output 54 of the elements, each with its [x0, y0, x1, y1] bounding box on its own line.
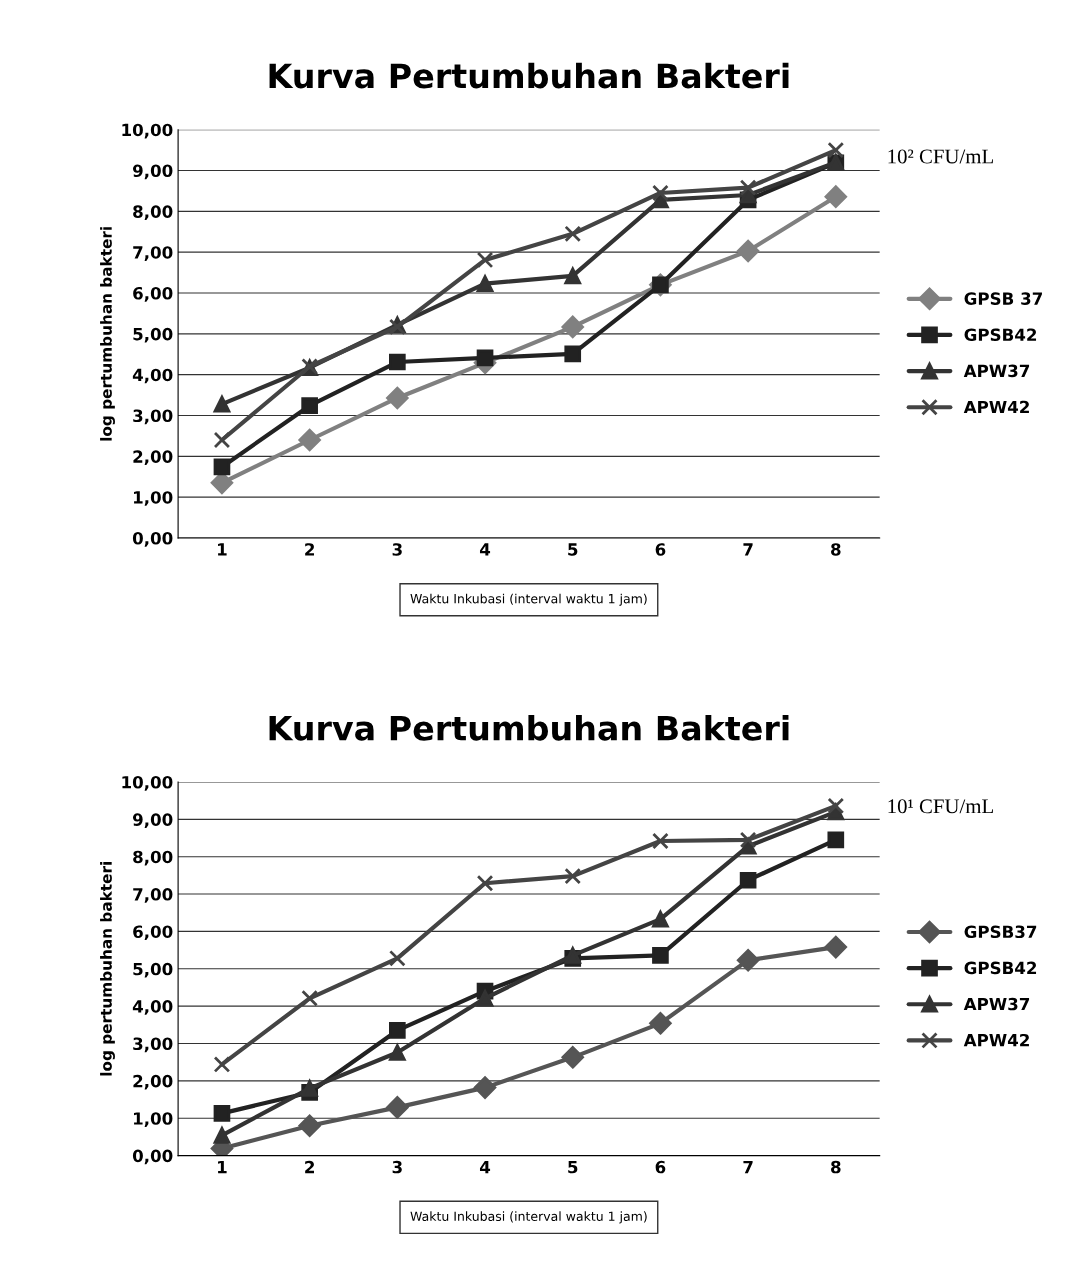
y-tick-label: 0,00 [132, 1149, 173, 1165]
legend-label: APW37 [963, 364, 1030, 378]
y-tick-label: 10,00 [122, 123, 173, 139]
x-axis-title: Waktu Inkubasi (interval waktu 1 jam) [410, 593, 647, 606]
y-tick-label: 3,00 [133, 409, 173, 425]
y-axis-title: log pertumbuhan bakteri [100, 862, 115, 1076]
y-tick-label: 9,00 [132, 813, 173, 829]
x-tick-label: 4 [479, 1160, 491, 1174]
y-tick-label: 5,00 [133, 962, 173, 978]
y-tick-label: 10,00 [122, 775, 173, 791]
y-tick-label: 9,00 [132, 164, 173, 180]
y-tick-label: 6,00 [133, 286, 173, 302]
x-tick-label: 8 [831, 543, 841, 556]
x-tick-label: 8 [831, 1160, 841, 1174]
chart-title: Kurva Pertumbuhan Bakteri [269, 714, 789, 741]
y-tick-label: 8,00 [133, 205, 173, 221]
legend-label: APW42 [963, 400, 1029, 414]
legend-label: GPSB 37 [964, 292, 1042, 305]
x-tick-label: 6 [655, 543, 666, 556]
legend-label: GPSB42 [964, 328, 1037, 342]
y-tick-label: 2,00 [133, 1074, 173, 1090]
x-tick-label: 1 [218, 1160, 227, 1174]
y-axis-title: log pertumbuhan bakteri [100, 227, 115, 441]
y-tick-label: 1,00 [134, 1112, 173, 1127]
x-tick-label: 2 [305, 1160, 314, 1174]
x-tick-label: 3 [392, 1160, 402, 1174]
chart-title: Kurva Pertumbuhan Bakteri [269, 62, 789, 89]
x-tick-label: 5 [568, 543, 578, 556]
y-tick-label: 3,00 [133, 1037, 173, 1053]
y-tick-label: 8,00 [133, 850, 173, 866]
x-axis-title: Waktu Inkubasi (interval waktu 1 jam) [410, 1211, 647, 1224]
y-tick-label: 4,00 [132, 368, 173, 384]
y-tick-label: 4,00 [132, 1000, 173, 1015]
x-tick-label: 2 [305, 543, 314, 556]
x-tick-label: 5 [568, 1160, 578, 1174]
legend-label: APW37 [963, 997, 1030, 1011]
x-tick-label: 6 [655, 1160, 666, 1174]
y-tick-label: 0,00 [132, 531, 173, 547]
legend-label: GPSB37 [964, 925, 1037, 939]
x-tick-label: 1 [218, 543, 227, 556]
legend-label: APW42 [963, 1033, 1029, 1047]
y-tick-label: 7,00 [133, 246, 173, 261]
text: 10¹ CFU/mL [888, 799, 993, 814]
x-tick-label: 3 [392, 543, 402, 556]
y-tick-label: 6,00 [133, 925, 173, 941]
y-tick-label: 2,00 [133, 450, 173, 466]
legend-label: GPSB42 [964, 961, 1037, 975]
y-tick-label: 1,00 [134, 491, 173, 506]
x-tick-label: 4 [479, 543, 491, 556]
y-tick-label: 5,00 [133, 327, 173, 343]
x-tick-label: 7 [743, 1160, 753, 1174]
x-tick-label: 7 [743, 543, 753, 556]
text: 10² CFU/mL [888, 149, 993, 164]
y-tick-label: 7,00 [133, 888, 173, 903]
